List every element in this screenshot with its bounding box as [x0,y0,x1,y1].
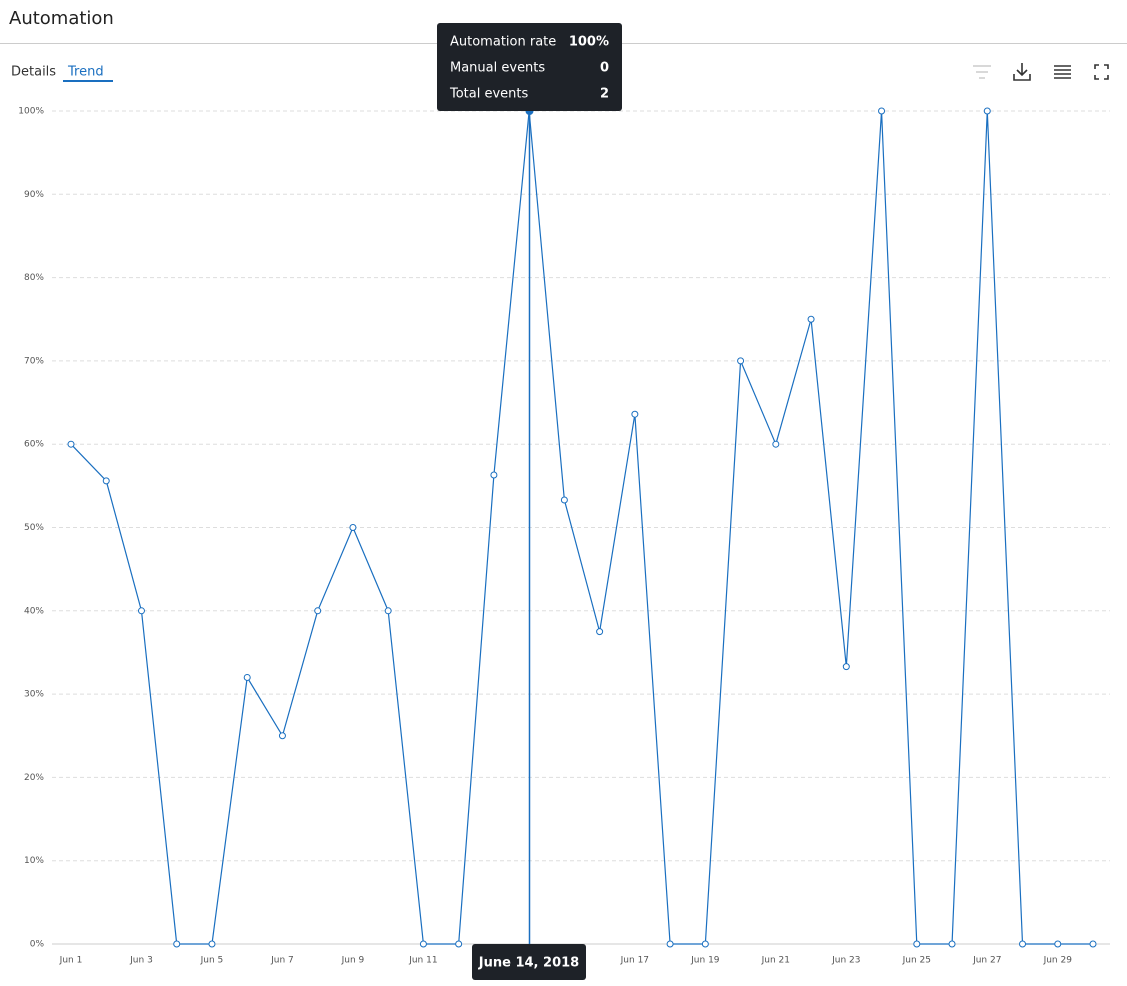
x-tick-label: Jun 29 [1043,956,1073,966]
data-point [278,732,286,740]
data-point [67,440,75,448]
data-point [983,107,991,115]
data-point [772,440,780,448]
y-tick-label: 30% [24,690,44,700]
tooltip-label: Automation rate [450,35,556,50]
data-point [490,471,498,479]
data-point [1089,940,1097,948]
hover-date: June 14, 2018 [478,956,579,971]
list-icon[interactable] [1054,65,1071,79]
x-tick-label: Jun 9 [341,956,365,966]
x-tick-label: Jun 1 [59,956,83,966]
data-point [1054,940,1062,948]
x-tick-label: Jun 11 [408,956,437,966]
data-point [384,607,392,615]
y-tick-label: 100% [18,107,44,117]
plot: 0% 10% 20% 30% 40% 50% 60% 70% 80% 90% 100% Jun 1 Ju… [18,107,1110,966]
data-point [842,663,850,671]
tooltip: Automation rate 100% Manual events 0 Tot… [437,23,622,111]
data-point [807,315,815,323]
y-tick-label: 70% [24,356,44,366]
data-point [314,607,322,615]
y-tick-label: 40% [24,606,44,616]
data-point [1019,940,1027,948]
series-line [70,110,1093,945]
data-point [666,940,674,948]
tooltip-value: 0 [600,61,609,76]
data-point [701,940,709,948]
x-tick-label: Jun 3 [129,956,153,966]
x-tick-label: Jun 21 [761,956,790,966]
tooltip-value: 100% [569,35,609,50]
y-tick-label: 0% [30,940,45,950]
data-point [243,673,251,681]
y-tick-label: 80% [24,273,44,283]
download-icon[interactable] [1013,63,1031,81]
tooltip-label: Manual events [450,61,545,76]
x-tick-label: Jun 17 [620,956,649,966]
tab-underline [63,80,113,82]
data-point [737,357,745,365]
y-tick-label: 90% [24,190,44,200]
data-point [349,524,357,531]
x-tick-label: Jun 23 [831,956,860,966]
data-point [878,107,886,115]
x-tick-label: Jun 19 [690,956,720,966]
panel-title: Automation [9,8,114,29]
y-tick-label: 10% [24,856,44,866]
x-tick-label: Jun 25 [902,956,931,966]
x-tick-label: Jun 7 [270,956,294,966]
tooltip-label: Total events [449,87,529,102]
y-tick-label: 50% [24,523,44,533]
data-point [455,940,463,948]
tab-trend[interactable]: Trend [67,65,104,80]
data-point [560,496,568,504]
data-point [173,940,181,948]
y-tick-label: 20% [24,773,44,783]
hover-date-box [472,944,586,980]
y-tick-label: 60% [24,440,44,450]
fullscreen-icon[interactable] [1094,64,1109,80]
tooltip-box [437,23,622,111]
data-point [631,410,639,418]
tooltip-value: 2 [600,87,609,102]
x-tick-label: Jun 27 [972,956,1001,966]
data-point [137,607,145,615]
data-point [913,940,921,948]
tab-details[interactable]: Details [11,65,56,80]
filter-icon[interactable] [973,65,991,79]
data-point [596,628,604,636]
data-point [948,940,956,948]
data-point [419,940,427,948]
x-tick-label: Jun 5 [200,956,224,966]
data-point [208,940,216,948]
data-point [102,477,110,485]
